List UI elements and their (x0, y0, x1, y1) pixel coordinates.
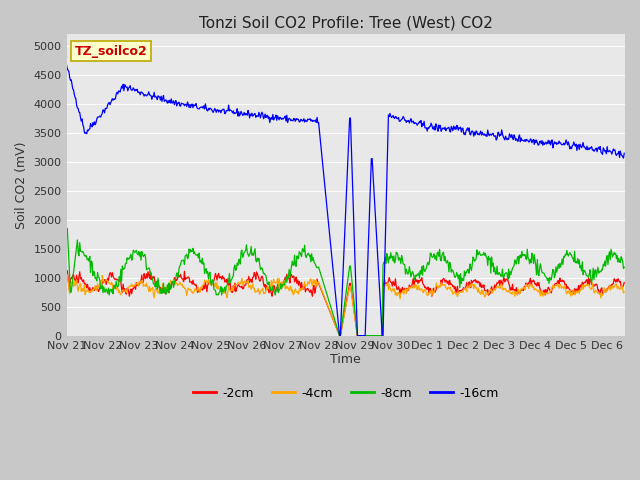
Title: Tonzi Soil CO2 Profile: Tree (West) CO2: Tonzi Soil CO2 Profile: Tree (West) CO2 (199, 15, 493, 30)
Y-axis label: Soil CO2 (mV): Soil CO2 (mV) (15, 141, 28, 228)
Legend: -2cm, -4cm, -8cm, -16cm: -2cm, -4cm, -8cm, -16cm (188, 382, 504, 405)
Text: TZ_soilco2: TZ_soilco2 (75, 45, 148, 58)
X-axis label: Time: Time (330, 353, 361, 366)
